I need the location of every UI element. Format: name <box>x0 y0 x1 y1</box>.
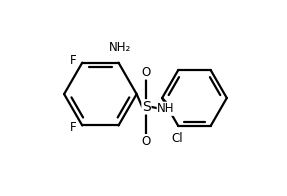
Text: Cl: Cl <box>172 132 183 145</box>
Text: O: O <box>142 135 151 148</box>
Text: F: F <box>70 54 77 67</box>
Text: O: O <box>142 66 151 79</box>
Text: S: S <box>142 100 151 114</box>
Text: NH: NH <box>157 102 175 115</box>
Text: F: F <box>70 121 77 134</box>
Text: NH₂: NH₂ <box>109 42 132 54</box>
